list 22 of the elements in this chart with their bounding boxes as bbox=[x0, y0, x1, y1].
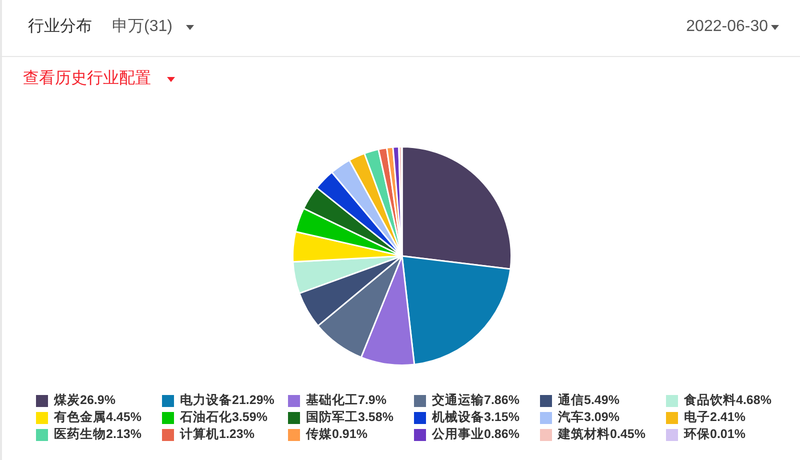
text: 申万(31) bbox=[112, 17, 172, 37]
legend-label: 有色金属4.45% bbox=[54, 409, 142, 426]
legend-label: 食品饮料4.68% bbox=[684, 392, 772, 409]
legend-label: 电子2.41% bbox=[684, 409, 746, 426]
legend-label: 环保0.01% bbox=[684, 426, 746, 443]
legend-label: 建筑材料0.45% bbox=[558, 426, 646, 443]
legend-label: 基础化工7.9% bbox=[306, 392, 386, 409]
legend-label: 煤炭26.9% bbox=[54, 392, 116, 409]
legend-label: 交通运输7.86% bbox=[432, 392, 520, 409]
legend-label: 医药生物2.13% bbox=[54, 426, 142, 443]
legend-label: 传媒0.91% bbox=[306, 426, 368, 443]
chart-title: 行业分布 bbox=[28, 17, 92, 37]
legend-label: 汽车3.09% bbox=[558, 409, 620, 426]
legend-label: 通信5.49% bbox=[558, 392, 620, 409]
legend-label: 计算机1.23% bbox=[180, 426, 254, 443]
text: 2022-06-30 bbox=[686, 17, 768, 37]
legend-label: 电力设备21.29% bbox=[180, 392, 274, 409]
legend-label: 公用事业0.86% bbox=[432, 426, 520, 443]
legend-label: 机械设备3.15% bbox=[432, 409, 520, 426]
legend-label: 国防军工3.58% bbox=[306, 409, 394, 426]
legend-label: 石油石化3.59% bbox=[180, 409, 268, 426]
text: 查看历史行业配置 bbox=[23, 69, 151, 89]
